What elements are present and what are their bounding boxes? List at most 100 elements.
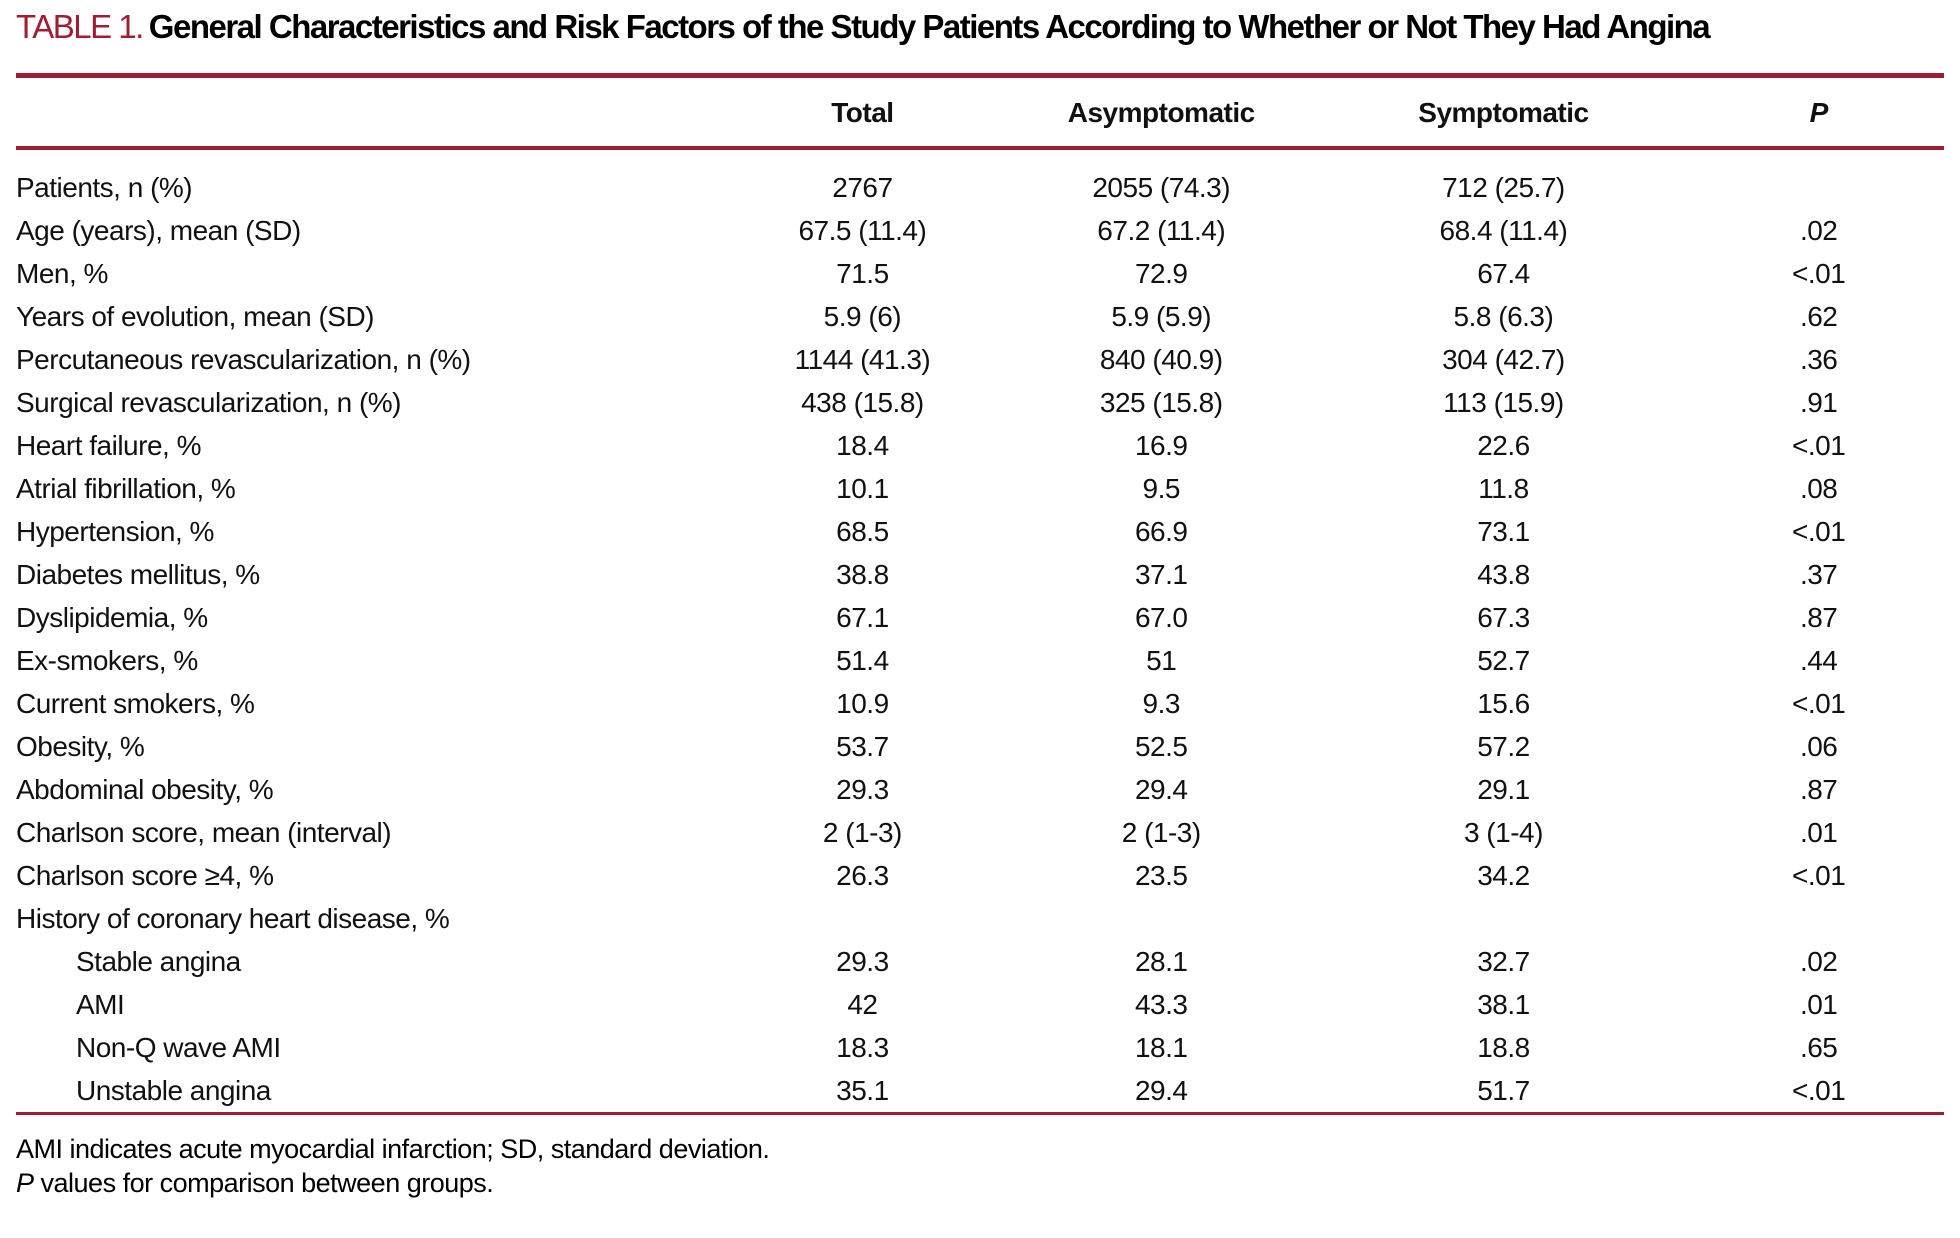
cell-value: 52.5 xyxy=(1134,731,1188,762)
cell-value: 18.8 xyxy=(1477,1032,1530,1063)
cell-value: 29.4 xyxy=(1134,1075,1188,1106)
cell-value: .02 xyxy=(1799,215,1838,246)
row-label: Atrial fibrillation, % xyxy=(16,473,236,504)
cell-value: 16.9 xyxy=(1134,430,1188,461)
row-label: Hypertension, % xyxy=(16,516,214,547)
table-row: Unstable angina 35.1 29.4 51.7 <.01 xyxy=(16,1069,1944,1114)
table-title-text: General Characteristics and Risk Factors… xyxy=(148,8,1711,45)
row-label: History of coronary heart disease, % xyxy=(16,903,450,934)
cell-value: 840 (40.9) xyxy=(1099,344,1223,375)
cell-value: 18.4 xyxy=(836,430,889,461)
table-row: Stable angina 29.3 28.1 32.7 .02 xyxy=(16,940,1944,983)
table-row: Years of evolution, mean (SD) 5.9 (6) 5.9 … xyxy=(16,295,1944,338)
cell-value: 53.7 xyxy=(836,731,889,762)
cell-value: 68.4 (11.4) xyxy=(1439,215,1568,246)
cell-value: .65 xyxy=(1799,1032,1838,1063)
cell-value xyxy=(1693,897,1944,940)
table-row: Surgical revascularization, n (%) 438 (15… xyxy=(16,381,1944,424)
cell-value: .01 xyxy=(1799,989,1838,1020)
row-label: Charlson score ≥4, % xyxy=(16,860,274,891)
cell-value: 5.9 (6) xyxy=(823,301,902,332)
cell-value: 67.2 (11.4) xyxy=(1097,215,1226,246)
table-row: Patients, n (%) 2767 2055 (74.3) 712 (25.7) xyxy=(16,148,1944,209)
row-label: Current smokers, % xyxy=(16,688,255,719)
row-label: Ex-smokers, % xyxy=(16,645,198,676)
table-row: Ex-smokers, % 51.4 51 52.7 .44 xyxy=(16,639,1944,682)
cell-value: 72.9 xyxy=(1134,258,1188,289)
cell-value: .02 xyxy=(1799,946,1838,977)
row-label: Percutaneous revascularization, n (%) xyxy=(16,344,471,375)
cell-value: 11.8 xyxy=(1478,473,1529,504)
row-label: Diabetes mellitus, % xyxy=(16,559,260,590)
cell-value: 1144 (41.3) xyxy=(794,344,931,375)
footnote-pvalues: P values for comparison between groups. xyxy=(16,1166,1944,1200)
cell-value: 51.7 xyxy=(1477,1075,1530,1106)
cell-value: 15.6 xyxy=(1477,688,1530,719)
cell-value: 67.3 xyxy=(1477,602,1530,633)
cell-value: <.01 xyxy=(1792,860,1846,891)
cell-value: 9.5 xyxy=(1142,473,1181,504)
cell-value: 438 (15.8) xyxy=(801,387,924,418)
cell-value: 2 (1-3) xyxy=(1121,817,1201,848)
cell-value: 43.8 xyxy=(1477,559,1530,590)
cell-value: 42 xyxy=(847,989,878,1020)
cell-value: 29.3 xyxy=(836,774,889,805)
cell-value: 52.7 xyxy=(1477,645,1530,676)
row-label: Surgical revascularization, n (%) xyxy=(16,387,401,418)
table-row: Age (years), mean (SD) 67.5 (11.4) 67.2 (1… xyxy=(16,209,1944,252)
cell-value: 304 (42.7) xyxy=(1442,344,1565,375)
row-label: Obesity, % xyxy=(16,731,145,762)
cell-value: 32.7 xyxy=(1477,946,1530,977)
row-label: Stable angina xyxy=(76,946,241,977)
column-header-asymptomatic: Asymptomatic xyxy=(1008,75,1314,150)
table-row: Heart failure, % 18.4 16.9 22.6 <.01 xyxy=(16,424,1944,467)
cell-value xyxy=(1693,148,1944,209)
table-row: Charlson score, mean (interval) 2 (1-3) 2 … xyxy=(16,811,1944,854)
row-label: Dyslipidemia, % xyxy=(16,602,208,633)
table-header: Total Asymptomatic Symptomatic P xyxy=(16,75,1944,150)
cell-value: 2 (1-3) xyxy=(822,817,902,848)
column-header-p: P xyxy=(1693,75,1944,150)
column-header-total: Total xyxy=(715,75,1009,150)
table-row: Dyslipidemia, % 67.1 67.0 67.3 .87 xyxy=(16,596,1944,639)
row-label: Non-Q wave AMI xyxy=(76,1032,281,1063)
cell-value: 29.4 xyxy=(1134,774,1188,805)
cell-value: 34.2 xyxy=(1477,860,1530,891)
row-label: Heart failure, % xyxy=(16,430,201,461)
cell-value: 10.1 xyxy=(836,473,889,504)
cell-value: .36 xyxy=(1799,344,1838,375)
cell-value: 10.9 xyxy=(836,688,889,719)
footnote-p-italic: P xyxy=(16,1168,34,1198)
cell-value: 57.2 xyxy=(1477,731,1530,762)
cell-value: 5.8 (6.3) xyxy=(1453,301,1554,332)
cell-value: 2055 (74.3) xyxy=(1092,172,1231,203)
cell-value: 2767 xyxy=(832,172,893,203)
cell-value: 51.4 xyxy=(836,645,889,676)
table-row: Obesity, % 53.7 52.5 57.2 .06 xyxy=(16,725,1944,768)
cell-value: 29.1 xyxy=(1477,774,1530,805)
cell-value: <.01 xyxy=(1792,516,1846,547)
table-row: AMI 42 43.3 38.1 .01 xyxy=(16,983,1944,1026)
footnote-abbreviations: AMI indicates acute myocardial infarctio… xyxy=(16,1134,770,1164)
cell-value xyxy=(716,897,1009,940)
cell-value: 22.6 xyxy=(1477,430,1530,461)
cell-value: 38.8 xyxy=(836,559,889,590)
cell-value: 73.1 xyxy=(1477,516,1530,547)
row-label: Unstable angina xyxy=(76,1075,271,1106)
table-row: Non-Q wave AMI 18.3 18.1 18.8 .65 xyxy=(16,1026,1944,1069)
cell-value: 38.1 xyxy=(1477,989,1530,1020)
cell-value: 712 (25.7) xyxy=(1442,172,1565,203)
cell-value: .87 xyxy=(1799,774,1838,805)
cell-value: 43.3 xyxy=(1134,989,1188,1020)
row-label: Years of evolution, mean (SD) xyxy=(16,301,374,332)
cell-value: 37.1 xyxy=(1134,559,1188,590)
section-header-row: History of coronary heart disease, % xyxy=(16,897,1944,940)
row-label: AMI xyxy=(76,989,125,1020)
table-title: TABLE 1. General Characteristics and Risk… xyxy=(16,6,1746,47)
cell-value: 18.1 xyxy=(1134,1032,1188,1063)
row-label: Age (years), mean (SD) xyxy=(16,215,301,246)
table-number-label: TABLE 1. xyxy=(16,8,144,45)
cell-value: 325 (15.8) xyxy=(1099,387,1223,418)
cell-value: 29.3 xyxy=(836,946,889,977)
cell-value: 68.5 xyxy=(836,516,889,547)
